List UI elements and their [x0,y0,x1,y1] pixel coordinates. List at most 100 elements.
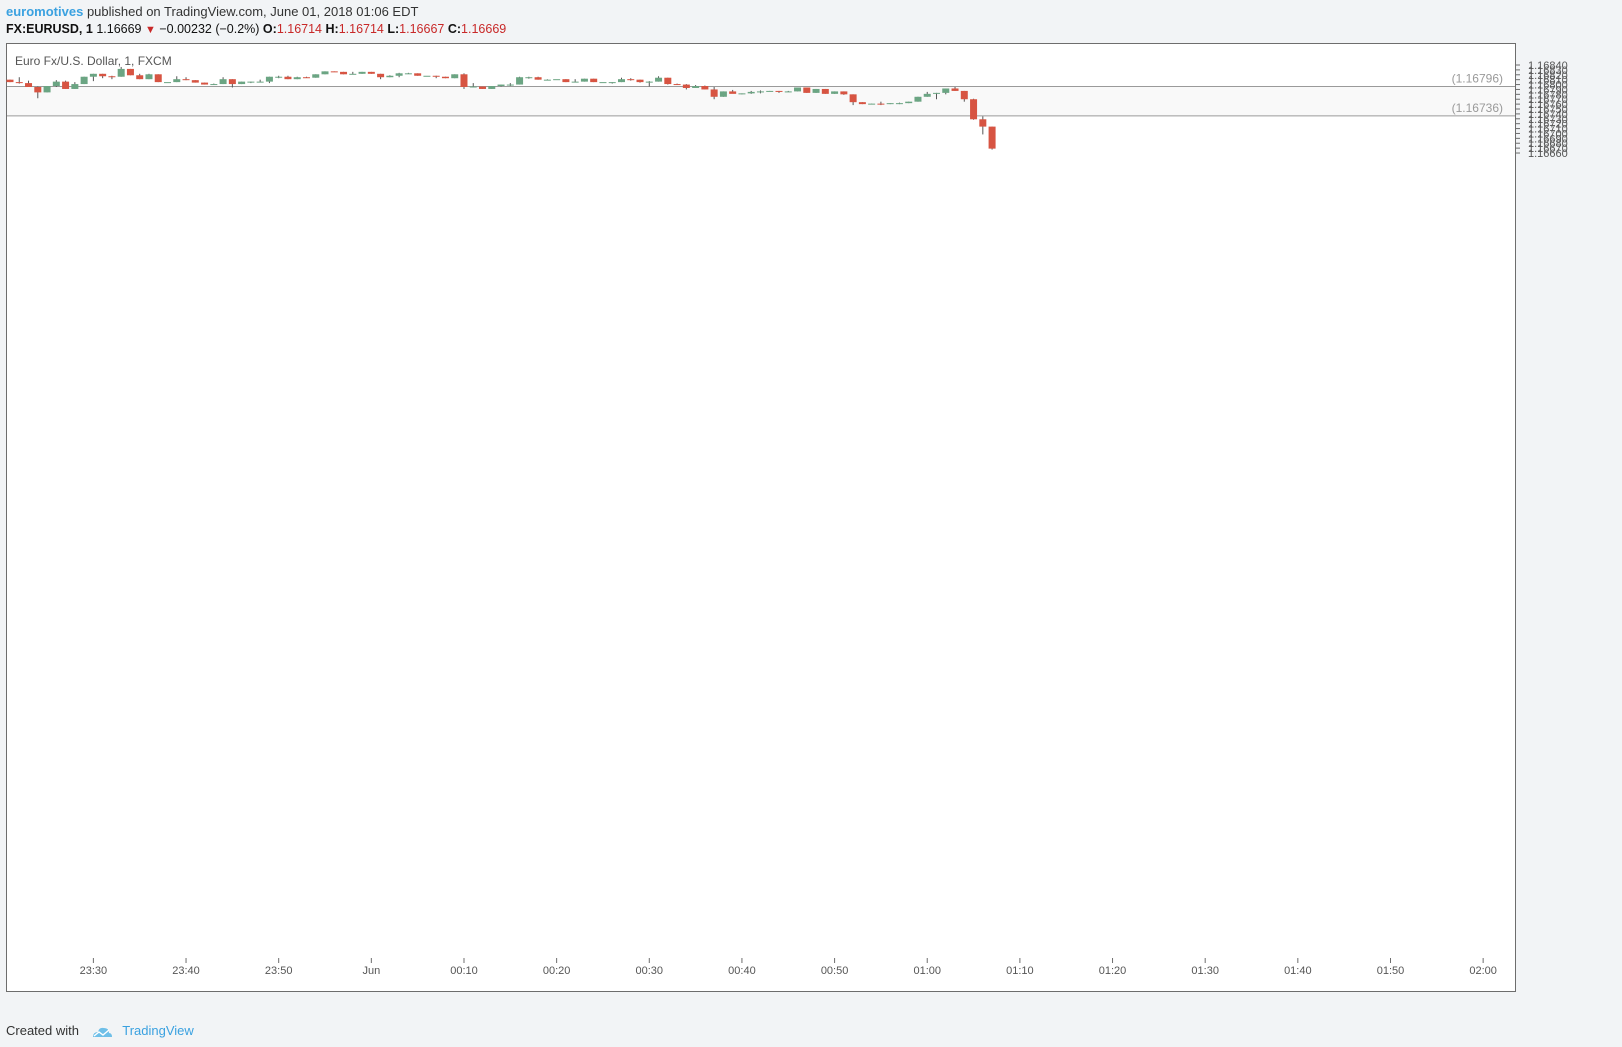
candle[interactable] [367,71,375,74]
chart-panel[interactable] [6,43,1516,992]
candle[interactable] [877,101,885,106]
candle[interactable] [377,73,385,80]
candle[interactable] [821,88,829,94]
author-link[interactable]: euromotives [6,4,84,19]
candle[interactable] [451,74,459,79]
candle[interactable] [914,96,922,102]
candle[interactable] [349,71,357,75]
candle[interactable] [562,79,570,83]
candle[interactable] [71,82,79,89]
candle[interactable] [247,81,255,84]
candle[interactable] [441,76,449,79]
candle[interactable] [6,79,14,83]
candle[interactable] [386,75,394,78]
candle[interactable] [923,91,931,97]
candle[interactable] [154,74,162,83]
candle[interactable] [673,83,681,86]
candle[interactable] [164,82,172,84]
candle[interactable] [516,76,524,85]
candle[interactable] [312,74,320,78]
candle[interactable] [729,89,737,94]
candle[interactable] [293,76,301,80]
candle[interactable] [951,87,959,91]
candle[interactable] [488,86,496,89]
candle[interactable] [265,76,273,84]
candle[interactable] [747,90,755,94]
candle[interactable] [701,85,709,90]
candle[interactable] [43,86,51,93]
candle[interactable] [228,79,236,88]
candle[interactable] [942,88,950,95]
candle[interactable] [219,77,227,85]
candle[interactable] [238,81,246,85]
candle[interactable] [358,71,366,74]
candle[interactable] [275,75,283,79]
candle[interactable] [849,94,857,106]
candle[interactable] [525,76,533,79]
candle[interactable] [988,126,996,150]
candle[interactable] [590,78,598,83]
candle[interactable] [682,84,690,90]
candle[interactable] [756,90,764,94]
candle[interactable] [173,76,181,83]
candle[interactable] [784,90,792,93]
candle[interactable] [571,79,579,83]
candle[interactable] [738,93,746,95]
candle[interactable] [432,75,440,79]
candle[interactable] [136,73,144,80]
candle[interactable] [284,75,292,80]
candle[interactable] [256,79,264,83]
candle[interactable] [414,73,422,76]
candle[interactable] [15,77,23,84]
candle[interactable] [960,90,968,102]
candle[interactable] [321,71,329,75]
candle[interactable] [617,77,625,83]
candle[interactable] [62,80,70,89]
candle[interactable] [831,91,839,94]
candle[interactable] [979,116,987,135]
candle[interactable] [469,83,477,88]
candle[interactable] [534,76,542,80]
candle[interactable] [905,101,913,104]
candle[interactable] [970,98,978,120]
candle[interactable] [710,87,718,100]
candle[interactable] [840,91,848,95]
candle[interactable] [719,91,727,97]
candle[interactable] [645,81,653,87]
candle[interactable] [543,79,551,81]
candle[interactable] [655,76,663,82]
tradingview-link[interactable]: TradingView [122,1023,194,1038]
candle[interactable] [182,77,190,81]
candle[interactable] [460,73,468,89]
candle[interactable] [126,68,134,76]
candle[interactable] [25,80,33,88]
candle[interactable] [775,90,783,93]
candle[interactable] [330,71,338,73]
candle[interactable] [803,87,811,93]
candle[interactable] [608,82,616,84]
candle[interactable] [117,66,125,77]
candle[interactable] [599,82,607,84]
candle[interactable] [191,80,199,83]
candle[interactable] [80,76,88,85]
candle[interactable] [812,88,820,93]
candle[interactable] [664,77,672,85]
candle[interactable] [201,82,209,85]
candle[interactable] [395,72,403,78]
candle[interactable] [553,79,561,81]
candle[interactable] [404,72,412,75]
candle[interactable] [627,78,635,81]
candle[interactable] [580,78,588,82]
candle[interactable] [145,73,153,80]
candle[interactable] [108,75,116,80]
candle[interactable] [302,76,310,79]
candle[interactable] [89,73,97,82]
candle[interactable] [868,103,876,105]
candle[interactable] [423,75,431,77]
candle[interactable] [858,102,866,105]
candle[interactable] [210,83,218,86]
candle[interactable] [52,80,60,88]
candle[interactable] [794,87,802,92]
candle[interactable] [34,86,42,99]
